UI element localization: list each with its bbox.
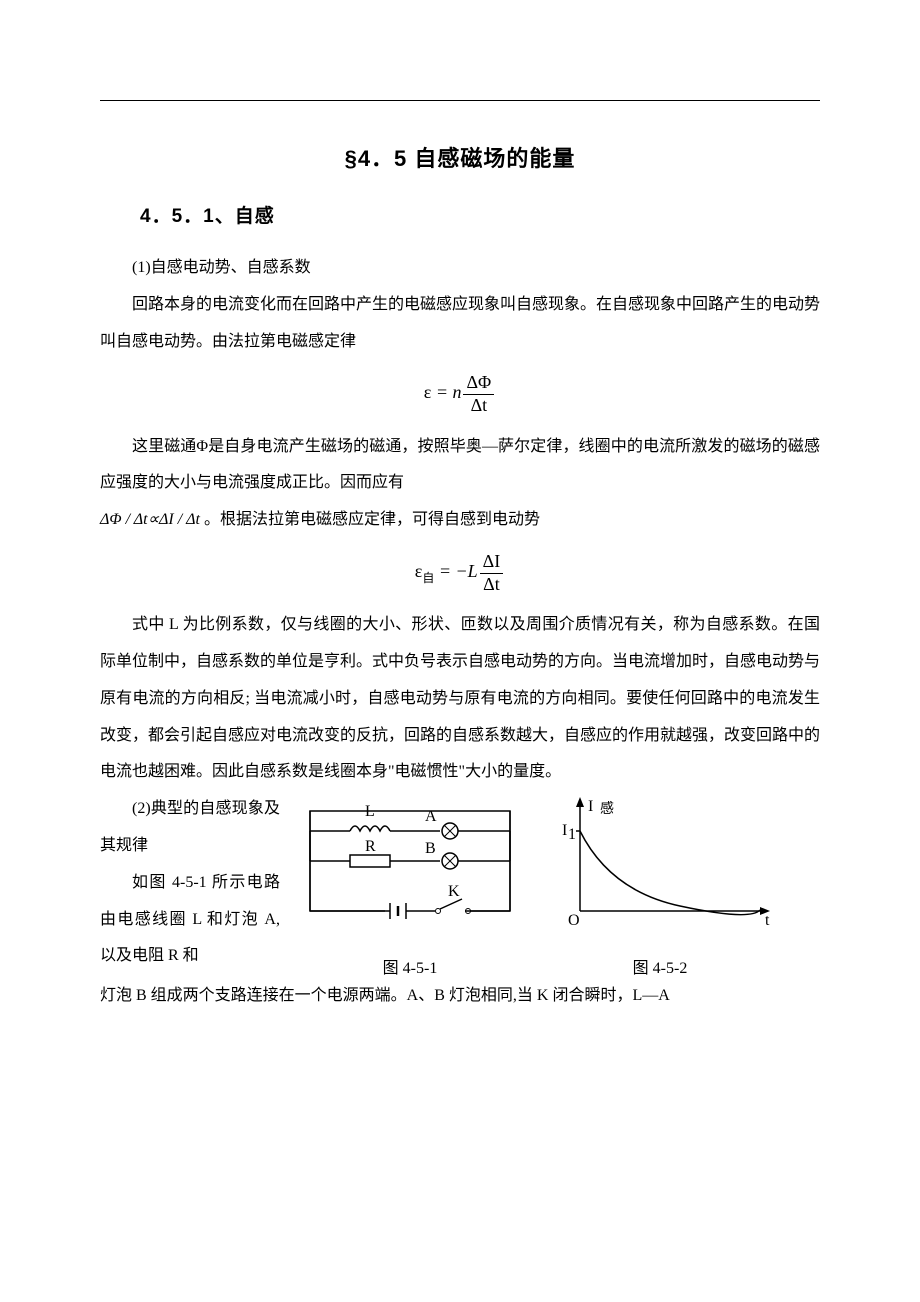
para-5a: (2)典型的自感现象及其规律 xyxy=(100,791,280,865)
eq2-lhs-sub: 自 xyxy=(422,571,434,585)
fig1-A: A xyxy=(425,808,437,825)
fig2-xlabel: t xyxy=(765,912,770,929)
fig2-caption: 图 4-5-2 xyxy=(540,954,780,978)
para-6: 灯泡 B 组成两个支路连接在一个电源两端。A、B 灯泡相同,当 K 闭合瞬时，L… xyxy=(100,978,820,1015)
section-title: §4．5 自感磁场的能量 xyxy=(100,141,820,173)
fig2-I1-sub: 1 xyxy=(568,826,576,843)
para-2: 回路本身的电流变化而在回路中产生的电磁感应现象叫自感现象。在自感现象中回路产生的… xyxy=(100,287,820,361)
para-5b: 如图 4-5-1 所示电路由电感线圈 L 和灯泡 A,以及电阻 R 和 xyxy=(100,865,280,975)
eq1-eq: = xyxy=(431,383,452,403)
page: §4．5 自感磁场的能量 4．5．1、自感 (1)自感电动势、自感系数 回路本身… xyxy=(0,0,920,1302)
figure-text-wrap: (2)典型的自感现象及其规律 如图 4-5-1 所示电路由电感线圈 L 和灯泡 … xyxy=(100,791,820,978)
fig1-caption: 图 4-5-1 xyxy=(290,954,530,978)
eq1-den: Δt xyxy=(463,395,494,417)
para-3b: 。根据法拉第电磁感应定律，可得自感到电动势 xyxy=(200,511,540,528)
fig1-K: K xyxy=(448,883,460,900)
decay-graph: I 感 I 1 O t xyxy=(540,791,780,941)
para-4: 式中 L 为比例系数，仅与线圈的大小、形状、匝数以及周围介质情况有关，称为自感系… xyxy=(100,607,820,791)
eq1-frac: ΔΦΔt xyxy=(463,372,494,416)
fig2-origin: O xyxy=(568,912,580,929)
equation-1: ε = nΔΦΔt xyxy=(100,372,820,416)
fig2-I1: I xyxy=(562,822,567,839)
fig1-R: R xyxy=(365,838,376,855)
fig1-B: B xyxy=(425,840,436,857)
figure-1: L R A B K 图 4-5-1 xyxy=(290,791,530,978)
para-1: (1)自感电动势、自感系数 xyxy=(100,250,820,287)
eq2-eq: = − xyxy=(434,561,467,581)
equation-2: ε自 = −LΔIΔt xyxy=(100,551,820,595)
figure-2: I 感 I 1 O t 图 4-5-2 xyxy=(540,791,780,978)
inline-eq-1: ΔΦ / Δt∝ΔI / Δt xyxy=(100,511,200,528)
eq1-num: ΔΦ xyxy=(463,372,494,395)
fig1-L: L xyxy=(365,803,375,820)
eq2-frac: ΔIΔt xyxy=(480,551,504,595)
eq2-den: Δt xyxy=(480,574,504,596)
subsection-title: 4．5．1、自感 xyxy=(140,201,820,228)
eq2-L: L xyxy=(468,561,478,581)
circuit-diagram: L R A B K xyxy=(290,791,530,941)
top-rule xyxy=(100,100,820,101)
fig2-ylabel: I xyxy=(588,798,593,815)
eq1-n: n xyxy=(452,383,461,403)
eq2-num: ΔI xyxy=(480,551,504,574)
para-3: 这里磁通Φ是自身电流产生磁场的磁通，按照毕奥—萨尔定律，线圈中的电流所激发的磁场… xyxy=(100,429,820,503)
para-3a: 这里磁通Φ是自身电流产生磁场的磁通，按照毕奥—萨尔定律，线圈中的电流所激发的磁场… xyxy=(100,438,820,492)
para-3c: ΔΦ / Δt∝ΔI / Δt 。根据法拉第电磁感应定律，可得自感到电动势 xyxy=(100,502,820,539)
fig2-ylabel-sub: 感 xyxy=(600,800,614,817)
wrap-text: (2)典型的自感现象及其规律 如图 4-5-1 所示电路由电感线圈 L 和灯泡 … xyxy=(100,791,280,975)
